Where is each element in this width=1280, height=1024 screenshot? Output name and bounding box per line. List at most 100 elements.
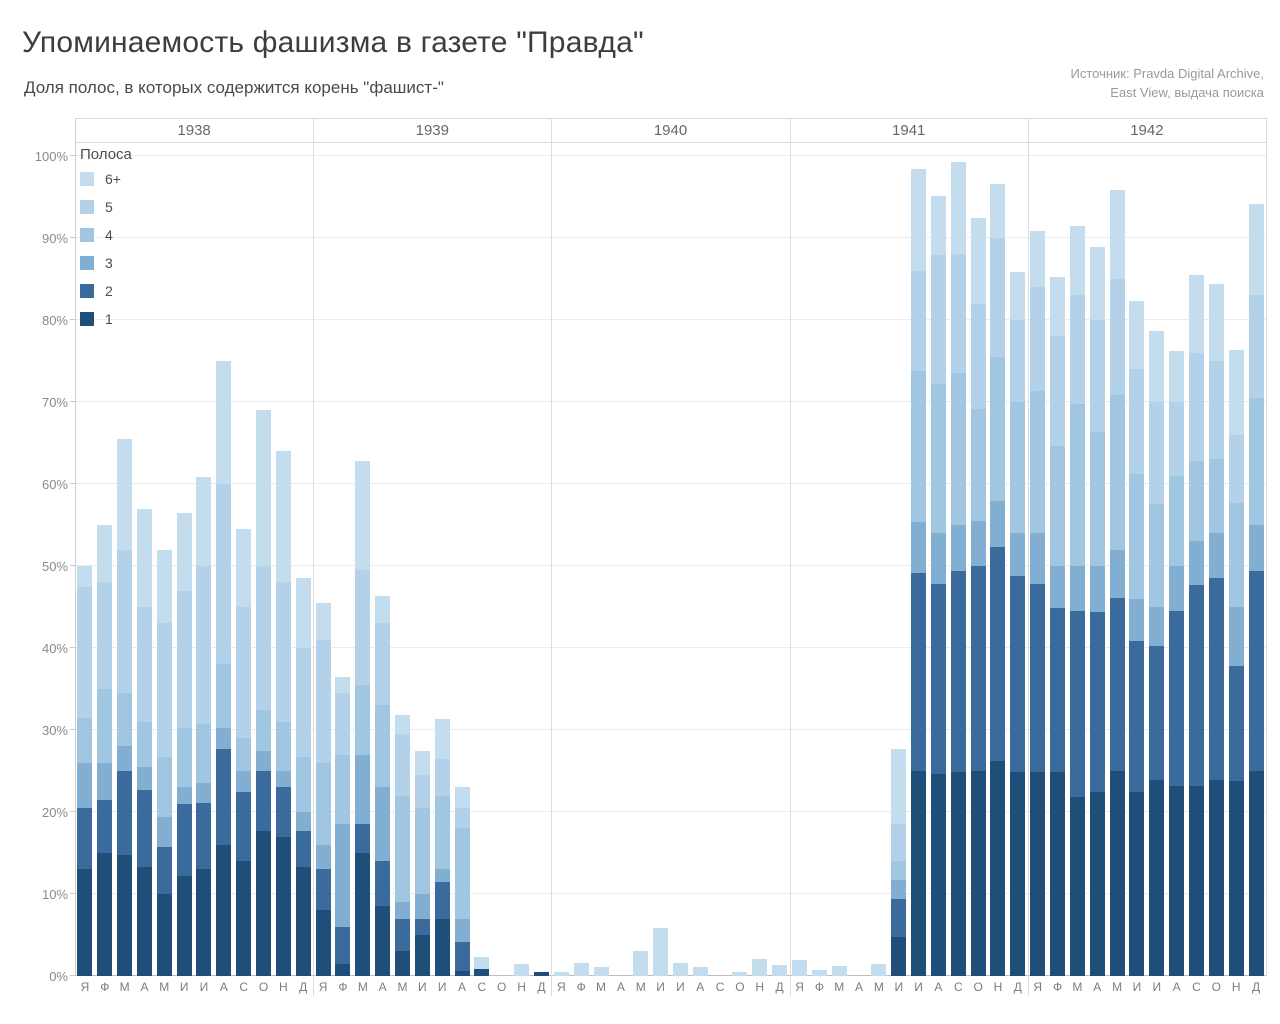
bar-segment-pages-6+[interactable] — [990, 184, 1006, 239]
bar-segment-pages-5[interactable] — [911, 270, 927, 371]
bar-segment-pages-5[interactable] — [295, 647, 311, 758]
bar-segment-pages-4[interactable] — [970, 409, 986, 521]
bar-segment-pages-2[interactable] — [256, 771, 272, 831]
bar-segment-pages-3[interactable] — [1248, 525, 1264, 571]
bar-segment-pages-1[interactable] — [414, 935, 430, 976]
bar-segment-pages-3[interactable] — [1188, 541, 1204, 585]
bar-segment-pages-3[interactable] — [1129, 598, 1145, 641]
bar-segment-pages-5[interactable] — [156, 623, 172, 758]
bar-1938-9[interactable] — [236, 529, 252, 976]
bar-segment-pages-3[interactable] — [434, 869, 450, 882]
bar-segment-pages-2[interactable] — [454, 942, 470, 972]
bar-segment-pages-1[interactable] — [256, 830, 272, 976]
bar-segment-pages-1[interactable] — [1208, 780, 1224, 976]
bar-segment-pages-2[interactable] — [395, 918, 410, 952]
bar-segment-pages-6+[interactable] — [434, 719, 450, 759]
bar-segment-pages-1[interactable] — [196, 868, 212, 976]
bar-segment-pages-5[interactable] — [395, 734, 410, 796]
bar-segment-pages-6+[interactable] — [1129, 301, 1145, 370]
bar-1941-10[interactable] — [970, 217, 986, 976]
bar-segment-pages-6+[interactable] — [395, 715, 410, 735]
bar-segment-pages-1[interactable] — [930, 774, 946, 976]
bar-1939-3[interactable] — [355, 461, 371, 976]
bar-segment-pages-2[interactable] — [1208, 577, 1224, 780]
bar-1938-6[interactable] — [176, 512, 192, 976]
bar-segment-pages-1[interactable] — [1129, 792, 1145, 976]
bar-segment-pages-4[interactable] — [454, 828, 470, 919]
bar-segment-pages-1[interactable] — [295, 866, 311, 976]
bar-segment-pages-2[interactable] — [97, 799, 113, 853]
bar-segment-pages-1[interactable] — [176, 876, 192, 976]
bar-segment-pages-1[interactable] — [97, 853, 113, 976]
bar-segment-pages-3[interactable] — [256, 750, 272, 772]
bar-segment-pages-1[interactable] — [395, 951, 410, 976]
bar-segment-pages-4[interactable] — [891, 861, 907, 881]
bar-segment-pages-2[interactable] — [1228, 666, 1244, 781]
bar-segment-pages-5[interactable] — [77, 586, 93, 718]
bar-segment-pages-6+[interactable] — [633, 950, 649, 976]
bar-segment-pages-3[interactable] — [1228, 607, 1244, 667]
bar-segment-pages-3[interactable] — [97, 762, 113, 800]
bar-segment-pages-2[interactable] — [930, 584, 946, 775]
bar-1942-9[interactable] — [1188, 274, 1204, 976]
bar-segment-pages-1[interactable] — [1010, 771, 1026, 976]
bar-segment-pages-5[interactable] — [136, 606, 152, 722]
bar-segment-pages-5[interactable] — [1050, 336, 1066, 446]
bar-1942-7[interactable] — [1149, 330, 1165, 976]
bar-segment-pages-6+[interactable] — [573, 962, 589, 976]
bar-segment-pages-4[interactable] — [97, 689, 113, 763]
bar-1940-11[interactable] — [752, 958, 768, 976]
bar-segment-pages-3[interactable] — [395, 902, 410, 919]
bar-segment-pages-5[interactable] — [1208, 361, 1224, 459]
bar-segment-pages-3[interactable] — [236, 771, 252, 792]
bar-segment-pages-6+[interactable] — [474, 957, 490, 970]
bar-1938-4[interactable] — [136, 508, 152, 976]
bar-1939-5[interactable] — [395, 715, 410, 976]
bar-segment-pages-3[interactable] — [970, 520, 986, 566]
bar-1942-3[interactable] — [1069, 225, 1085, 976]
bar-segment-pages-4[interactable] — [1248, 397, 1264, 526]
bar-segment-pages-6+[interactable] — [1069, 225, 1085, 296]
bar-segment-pages-2[interactable] — [1030, 584, 1046, 772]
bar-segment-pages-6+[interactable] — [216, 361, 232, 485]
bar-segment-pages-5[interactable] — [375, 623, 391, 706]
bar-segment-pages-6+[interactable] — [792, 959, 808, 976]
bar-segment-pages-1[interactable] — [117, 854, 133, 976]
legend-item-2[interactable]: 2 — [80, 283, 132, 299]
bar-1941-11[interactable] — [990, 184, 1006, 976]
bar-segment-pages-6+[interactable] — [752, 958, 768, 976]
bar-1941-9[interactable] — [950, 161, 966, 976]
bar-segment-pages-4[interactable] — [950, 372, 966, 526]
bar-segment-pages-1[interactable] — [1109, 771, 1125, 976]
bar-1941-1[interactable] — [792, 959, 808, 976]
bar-1942-1[interactable] — [1030, 231, 1046, 976]
bar-segment-pages-6+[interactable] — [1169, 351, 1185, 403]
bar-segment-pages-3[interactable] — [1030, 533, 1046, 585]
bar-segment-pages-5[interactable] — [236, 607, 252, 739]
bar-segment-pages-1[interactable] — [970, 771, 986, 976]
bar-segment-pages-1[interactable] — [1069, 797, 1085, 976]
bar-segment-pages-4[interactable] — [1228, 502, 1244, 608]
bar-1939-8[interactable] — [454, 787, 470, 976]
bar-segment-pages-5[interactable] — [117, 549, 133, 694]
bar-segment-pages-5[interactable] — [176, 590, 192, 728]
bar-segment-pages-4[interactable] — [375, 705, 391, 788]
bar-segment-pages-6+[interactable] — [772, 965, 788, 976]
bar-segment-pages-2[interactable] — [216, 748, 232, 845]
bar-segment-pages-6+[interactable] — [275, 451, 291, 583]
bar-1939-12[interactable] — [533, 971, 549, 976]
bar-segment-pages-5[interactable] — [335, 693, 351, 755]
bar-segment-pages-4[interactable] — [77, 717, 93, 763]
bar-segment-pages-2[interactable] — [315, 869, 331, 911]
bar-segment-pages-6+[interactable] — [375, 596, 391, 624]
bar-segment-pages-6+[interactable] — [97, 525, 113, 583]
bar-segment-pages-6+[interactable] — [1228, 350, 1244, 435]
bar-segment-pages-5[interactable] — [355, 570, 371, 685]
bar-segment-pages-2[interactable] — [1169, 611, 1185, 786]
bar-segment-pages-6+[interactable] — [1010, 272, 1026, 321]
bar-segment-pages-6+[interactable] — [77, 566, 93, 587]
bar-segment-pages-6+[interactable] — [672, 962, 688, 976]
bar-segment-pages-4[interactable] — [1149, 503, 1165, 607]
bar-segment-pages-6+[interactable] — [156, 549, 172, 624]
bar-segment-pages-6+[interactable] — [256, 410, 272, 567]
